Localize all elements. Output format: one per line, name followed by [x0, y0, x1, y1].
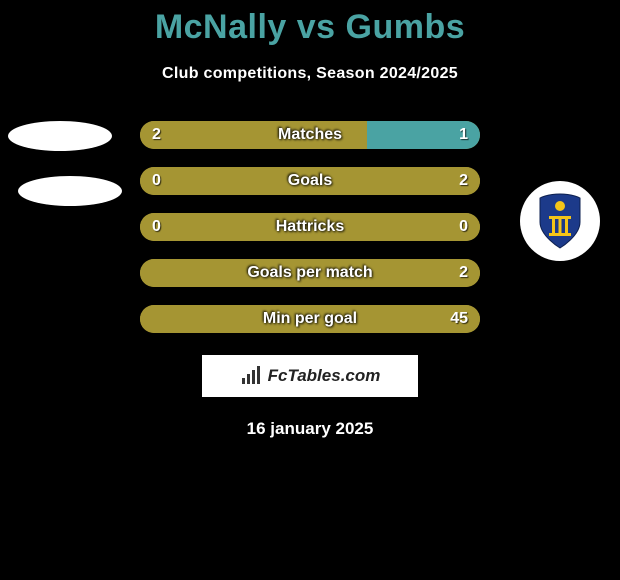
club-badge-right [520, 181, 600, 261]
club-crest-icon [535, 192, 585, 250]
date-text: 16 january 2025 [0, 419, 620, 439]
brand-text: FcTables.com [268, 366, 381, 386]
brand-bars-icon [240, 366, 264, 386]
row-label: Min per goal [140, 305, 480, 333]
stat-row: 45Min per goal [140, 305, 480, 333]
stat-row: 2Goals per match [140, 259, 480, 287]
row-label: Goals [140, 167, 480, 195]
brand-footer: FcTables.com [202, 355, 418, 397]
row-label: Goals per match [140, 259, 480, 287]
decorative-ellipse [18, 176, 122, 206]
row-label: Hattricks [140, 213, 480, 241]
subtitle: Club competitions, Season 2024/2025 [0, 65, 620, 83]
page-title: McNally vs Gumbs [0, 0, 620, 47]
decorative-ellipse [8, 121, 112, 151]
stat-row: 21Matches [140, 121, 480, 149]
row-label: Matches [140, 121, 480, 149]
stat-row: 00Hattricks [140, 213, 480, 241]
stat-row: 02Goals [140, 167, 480, 195]
